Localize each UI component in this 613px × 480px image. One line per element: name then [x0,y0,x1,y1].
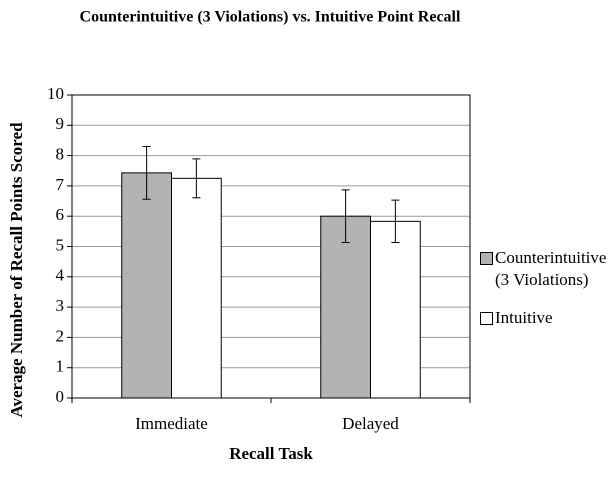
x-axis-label: Recall Task [229,444,313,463]
legend-swatch [480,312,493,325]
legend-item: Intuitive [480,307,613,329]
y-tick-label: 2 [56,326,65,345]
y-tick-label: 1 [56,357,65,376]
error-bar [341,189,350,244]
error-bar [192,158,201,199]
y-tick-label: 3 [56,296,65,315]
y-tick-label: 0 [56,387,65,406]
chart-title: Counterintuitive (3 Violations) vs. Intu… [80,9,461,26]
x-tick-label: Immediate [135,414,208,433]
y-tick-label: 9 [56,114,65,133]
legend-label: Counterintuitive (3 Violations) [495,248,607,289]
error-bar [391,199,400,244]
bar [370,220,421,399]
y-tick-label: 5 [56,235,65,254]
y-tick-label: 8 [56,145,65,164]
y-tick-label: 4 [56,266,65,285]
legend-label: Intuitive [495,308,553,327]
bar [171,177,222,399]
bar [320,215,371,399]
y-axis-label: Average Number of Recall Points Scored [7,122,26,418]
legend: Counterintuitive (3 Violations) Intuitive [480,247,613,345]
y-tick-label: 6 [56,205,65,224]
legend-swatch [480,252,493,265]
y-tick-label: 10 [47,84,64,103]
x-tick-label: Delayed [342,414,399,433]
bar [121,172,172,399]
legend-item: Counterintuitive (3 Violations) [480,247,613,291]
y-tick-label: 7 [56,175,65,194]
error-bar [142,146,151,200]
